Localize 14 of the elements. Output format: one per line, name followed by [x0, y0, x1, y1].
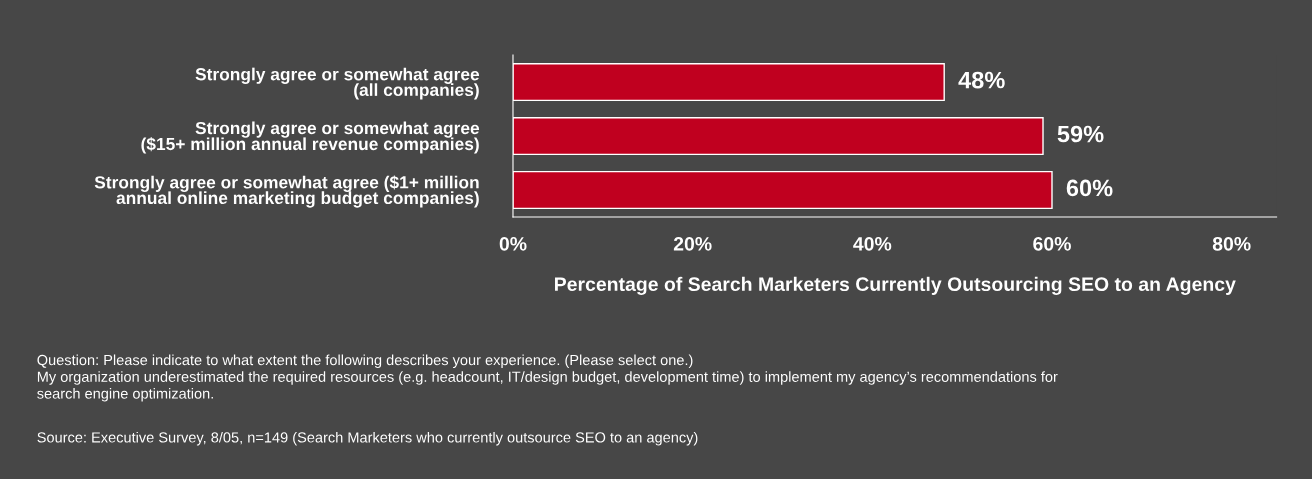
x-tick-label: 20% — [673, 236, 712, 251]
data-label: 48% — [958, 71, 1005, 89]
source-note: Source: Executive Survey, 8/05, n=149 (Search Marketers who currently outsource SEO to an agency) — [37, 431, 698, 446]
text: Question: Please indicate to what extent the following describes your experience. (Please select one.) My organization underestimated the required resources (e.g. headcount, IT/design budget, development time) to implement my agency’s recommendations for search engine optimization. — [37, 354, 1058, 402]
data-label: 59% — [1057, 125, 1104, 143]
x-tick-label: 60% — [1033, 236, 1071, 251]
x-axis-title: Percentage of Search Marketers Currently Outsourcing SEO to an Agency — [555, 276, 1236, 295]
x-tick-label: 0% — [499, 236, 527, 251]
data-label: 60% — [1066, 179, 1113, 197]
y-tick-label: Strongly agree or somewhat agree ($15+ million annual revenue companies) — [141, 121, 480, 154]
x-tick-label: 40% — [853, 236, 892, 251]
x-tick-label: 80% — [1212, 236, 1251, 251]
y-tick-label: Strongly agree or somewhat agree (all companies) — [195, 67, 480, 100]
y-tick-label: Strongly agree or somewhat agree ($1+ million annual online marketing budget companies) — [94, 175, 479, 208]
